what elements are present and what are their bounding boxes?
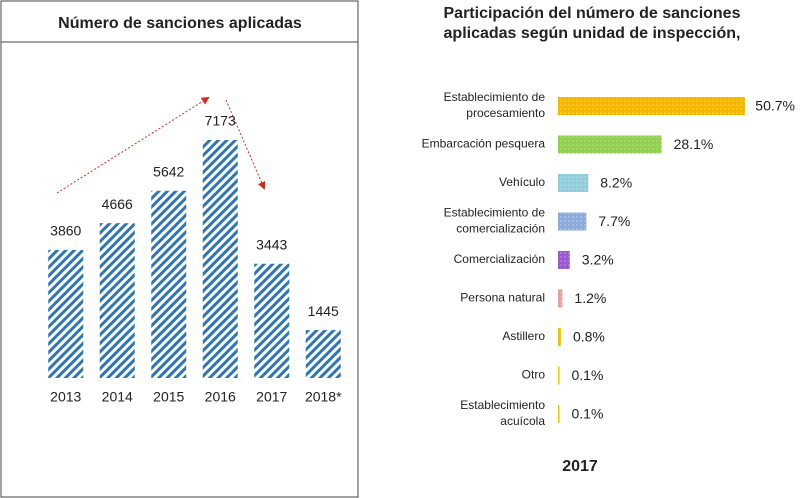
category-label: Otro [522, 368, 546, 382]
value-label: 28.1% [674, 136, 714, 152]
category-label: Embarcación pesquera [422, 137, 546, 151]
value-label: 3443 [256, 236, 287, 252]
bar [558, 366, 560, 385]
category-label: Vehículo [499, 175, 545, 189]
x-tick-label: 2016 [205, 389, 236, 405]
x-tick-label: 2015 [153, 389, 184, 405]
bar [151, 190, 187, 378]
x-tick-label: 2018* [305, 389, 342, 405]
value-label: 8.2% [600, 175, 632, 191]
value-label: 1445 [308, 303, 339, 319]
category-label: Comercialización [454, 252, 545, 266]
bar [558, 97, 745, 115]
bar [558, 328, 561, 346]
value-label: 50.7% [755, 98, 795, 114]
left-frame [0, 0, 359, 498]
bar [305, 330, 341, 378]
value-label: 3860 [50, 223, 81, 239]
value-label: 3.2% [582, 252, 614, 268]
bar [48, 249, 84, 378]
category-label: Establecimiento de comercialización [444, 206, 546, 236]
value-label: 0.8% [573, 329, 605, 345]
value-label: 1.2% [574, 290, 606, 306]
value-label: 0.1% [572, 406, 604, 422]
category-label: Persona natural [460, 291, 545, 305]
value-label: 4666 [102, 196, 133, 212]
bar [558, 405, 560, 423]
value-label: 0.1% [572, 367, 604, 383]
trend-arrow [56, 96, 210, 194]
x-tick-label: 2014 [102, 389, 133, 405]
x-tick-label: 2013 [50, 389, 81, 405]
x-tick-label: 2017 [256, 389, 287, 405]
category-label: Astillero [502, 329, 545, 343]
bar [558, 135, 662, 154]
category-label: Establecimiento acuícola [460, 398, 545, 428]
bar [558, 289, 563, 308]
value-label: 7173 [205, 113, 236, 129]
bar [558, 251, 570, 269]
chart-footer: 2017 [562, 458, 598, 475]
bar [202, 140, 238, 378]
chart-title: Número de sanciones aplicadas [58, 15, 302, 32]
bar [254, 263, 290, 378]
category-label: Establecimiento de procesamiento [444, 90, 546, 120]
bar [558, 212, 587, 231]
bar [558, 174, 589, 192]
value-label: 5642 [153, 164, 184, 180]
bar [99, 223, 135, 378]
value-label: 7.7% [598, 213, 630, 229]
chart-title: Participación del número de sanciones apl… [444, 5, 741, 42]
